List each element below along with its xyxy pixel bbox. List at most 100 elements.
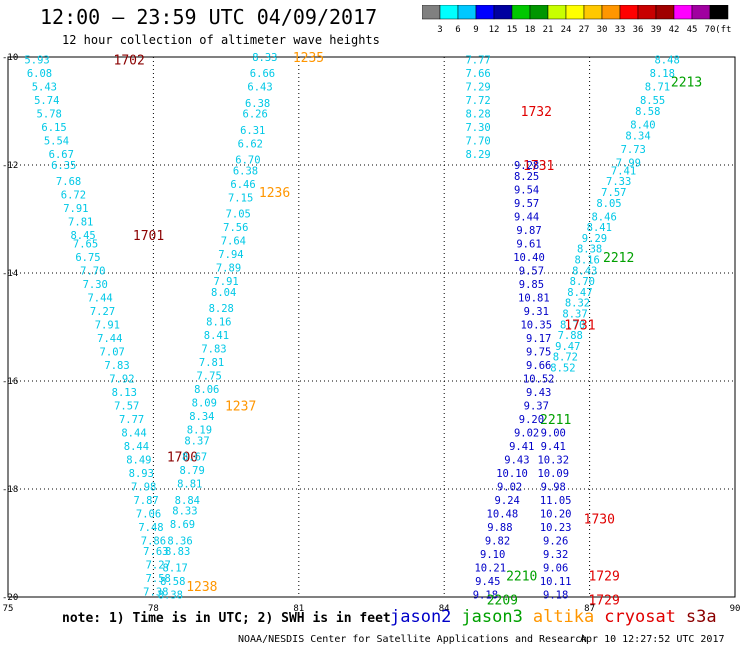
legend-item-s3a: s3a (685, 607, 717, 627)
x-tick-label: 84 (439, 604, 450, 614)
wave-height-point: 10.20 (540, 508, 572, 520)
wave-height-point: 10.52 (523, 373, 555, 385)
wave-height-point: 7.91 (213, 276, 238, 288)
wave-height-point: 5.78 (37, 109, 62, 121)
wave-height-point: 9.32 (543, 549, 568, 561)
legend-item-jason3: jason3 (461, 607, 523, 627)
wave-height-point: 7.75 (196, 371, 221, 383)
wave-height-point: 8.40 (630, 120, 655, 132)
time-label: 1731 (564, 318, 595, 333)
wave-height-point: 7.98 (131, 481, 156, 493)
wave-height-point: 7.57 (114, 400, 139, 412)
wave-height-point: 6.46 (230, 179, 255, 191)
wave-height-point: 9.43 (526, 387, 551, 399)
wave-height-point: 6.72 (61, 190, 86, 202)
wave-height-point: 6.26 (243, 109, 268, 121)
wave-height-point: 6.38 (245, 98, 270, 110)
wave-height-point: 7.27 (146, 560, 171, 572)
wave-height-point: 7.92 (109, 373, 134, 385)
wave-height-point: 8.04 (211, 287, 236, 299)
time-label: 1238 (186, 580, 217, 595)
colorbar-label: 24 (561, 25, 572, 35)
wave-height-point: 7.30 (83, 279, 108, 291)
time-label: 1700 (167, 451, 198, 466)
wave-height-point: 9.82 (485, 535, 510, 547)
wave-height-point: 9.88 (487, 522, 512, 534)
colorbar-label: 18 (525, 25, 536, 35)
wave-height-point: 8.34 (625, 130, 650, 142)
footer-credit: NOAA/NESDIS Center for Satellite Applica… (238, 634, 588, 645)
wave-height-point: 8.79 (180, 465, 205, 477)
colorbar-label: 3 (437, 25, 442, 35)
wave-height-point: 8.45 (70, 230, 95, 242)
wave-height-point: 7.48 (138, 522, 163, 534)
wave-height-point: 8.49 (126, 454, 151, 466)
wave-height-point: 6.35 (51, 160, 76, 172)
colorbar-label: 36 (633, 25, 644, 35)
time-label: 2212 (603, 251, 634, 266)
wave-height-point: 9.54 (514, 184, 539, 196)
wave-height-point: 9.47 (555, 341, 580, 353)
wave-height-point: 7.72 (465, 95, 490, 107)
wave-height-point: 7.87 (133, 495, 158, 507)
wave-height-point: 8.58 (160, 576, 185, 588)
wave-height-point: 7.66 (465, 68, 490, 80)
wave-height-point: 9.85 (519, 279, 544, 291)
wave-height-point: 8.41 (587, 222, 612, 234)
wave-height-point: 11.05 (540, 495, 572, 507)
wave-height-point: 8.05 (596, 198, 621, 210)
wave-height-point: 9.31 (524, 306, 549, 318)
wave-height-point: 8.70 (570, 276, 595, 288)
wave-height-point: 8.46 (591, 211, 616, 223)
wave-height-point: 9.87 (516, 225, 541, 237)
wave-height-point: 7.41 (611, 165, 636, 177)
wave-height-point: 10.10 (496, 468, 528, 480)
wave-height-point: 7.94 (218, 249, 243, 261)
wave-height-point: 6.66 (250, 68, 275, 80)
wave-height-point: 8.13 (112, 387, 137, 399)
legend-item-cryosat: cryosat (604, 607, 676, 627)
time-label: 2210 (506, 569, 537, 584)
wave-height-point: 7.38 (143, 587, 168, 599)
satellite-legend: jason2 jason3 altika cryosat s3a (390, 607, 727, 627)
wave-height-point: 7.15 (228, 192, 253, 204)
x-tick-label: 78 (148, 604, 159, 614)
wave-height-point: 8.28 (209, 303, 234, 315)
wave-height-point: 9.02 (497, 481, 522, 493)
y-tick-label: -20 (2, 593, 18, 603)
wave-height-point: 8.72 (553, 352, 578, 364)
wave-height-point: 8.70 (560, 319, 585, 331)
wave-height-point: 8.48 (654, 55, 679, 67)
legend-item-jason2: jason2 (390, 607, 452, 627)
wave-height-point: 8.19 (187, 425, 212, 437)
wave-height-point: 8.47 (567, 287, 592, 299)
wave-height-point: 8.18 (650, 68, 675, 80)
wave-height-point: 9.24 (495, 495, 520, 507)
wave-height-point: 9.02 (514, 427, 539, 439)
wave-height-point: 10.81 (518, 292, 550, 304)
colorbar-label: 70 (705, 25, 716, 35)
wave-height-point: 9.00 (541, 427, 566, 439)
wave-height-point: 10.32 (537, 454, 569, 466)
wave-height-point: 7.07 (100, 346, 125, 358)
wave-height-point: 9.41 (509, 441, 534, 453)
time-label: 2209 (487, 594, 518, 609)
colorbar-label: 27 (579, 25, 590, 35)
wave-height-point: 7.88 (558, 330, 583, 342)
wave-height-point: 7.05 (226, 209, 251, 221)
wave-height-point: 7.44 (97, 333, 122, 345)
wave-height-point: 8.81 (177, 479, 202, 491)
wave-height-point: 8.43 (572, 265, 597, 277)
wave-height-point: 7.81 (68, 217, 93, 229)
time-label: 1729 (588, 594, 619, 609)
wave-height-point: 9.57 (519, 265, 544, 277)
wave-height-point: 7.70 (465, 136, 490, 148)
wave-height-point: 7.30 (465, 122, 490, 134)
wave-height-point: 6.38 (233, 165, 258, 177)
time-label: 2213 (671, 75, 702, 90)
wave-height-point: 6.75 (75, 252, 100, 264)
wave-height-point: 8.69 (170, 519, 195, 531)
wave-height-point: 8.55 (640, 95, 665, 107)
wave-height-point: 9.37 (524, 400, 549, 412)
